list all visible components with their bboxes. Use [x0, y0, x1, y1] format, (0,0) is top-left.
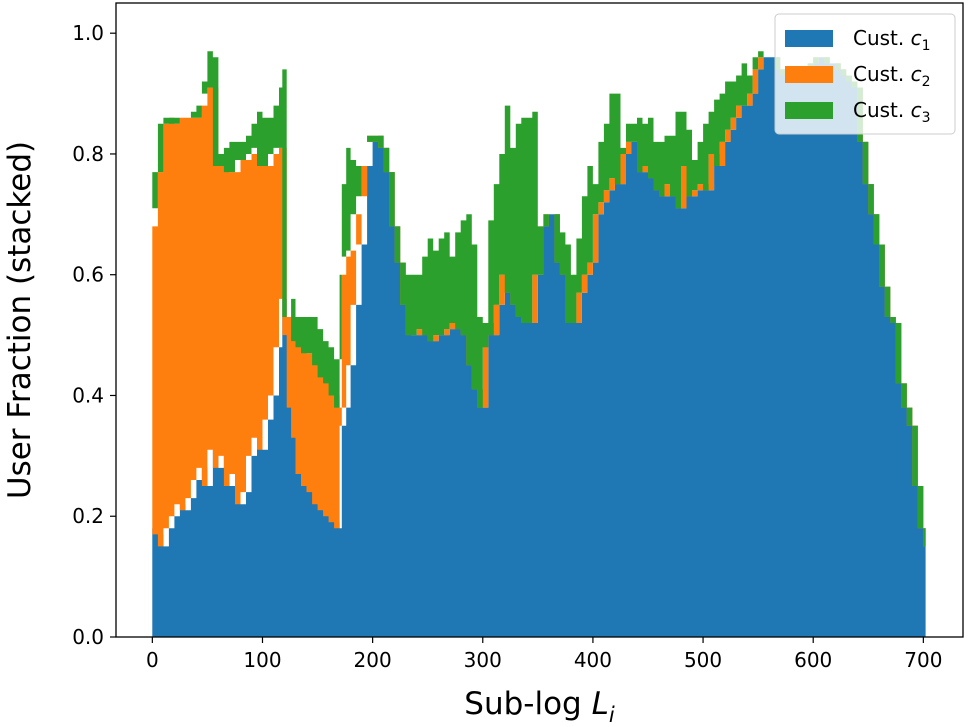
area-series-1 [152, 57, 926, 638]
y-axis-title: User Fraction (stacked) [2, 141, 38, 499]
y-tick-label: 0.6 [72, 263, 104, 287]
areas-layer [152, 51, 926, 638]
y-tick-label: 0.2 [72, 504, 104, 528]
x-tick-label: 0 [146, 648, 159, 672]
legend-label-var: c [911, 98, 922, 122]
x-axis-title-var: L [592, 686, 609, 722]
legend-label-base: Cust. [853, 62, 911, 86]
legend-label-sub: 2 [922, 74, 931, 90]
x-tick-label: 300 [464, 648, 502, 672]
x-tick-label: 400 [574, 648, 612, 672]
x-tick-label: 700 [904, 648, 942, 672]
legend-swatch-2 [785, 66, 833, 83]
legend-label-2: Cust. c2 [853, 62, 931, 90]
x-axis-title-sub: i [609, 703, 615, 722]
legend-swatch-3 [785, 102, 833, 119]
legend-label-1: Cust. c1 [853, 26, 931, 54]
x-axis: 0 100 200 300 400 500 600 700 [146, 637, 942, 672]
x-axis-title-base: Sub-log [464, 686, 591, 722]
x-tick-label: 100 [243, 648, 281, 672]
y-tick-label: 1.0 [72, 21, 104, 45]
y-tick-label: 0.0 [72, 625, 104, 649]
x-tick-label: 600 [794, 648, 832, 672]
y-axis: 0.0 0.2 0.4 0.6 0.8 1.0 [72, 21, 116, 649]
x-axis-title: Sub-log Li [464, 686, 615, 722]
legend-label-var: c [911, 26, 922, 50]
plot-frame [115, 2, 964, 638]
legend-label-3: Cust. c3 [853, 98, 931, 126]
legend-label-sub: 1 [922, 38, 931, 54]
legend-label-base: Cust. [853, 98, 911, 122]
x-tick-label: 200 [354, 648, 392, 672]
legend-label-base: Cust. [853, 26, 911, 50]
x-tick-label: 500 [684, 648, 722, 672]
legend-label-var: c [911, 62, 922, 86]
y-tick-label: 0.8 [72, 142, 104, 166]
legend-swatch-1 [785, 30, 833, 47]
legend-label-sub: 3 [922, 110, 931, 126]
y-tick-label: 0.4 [72, 383, 104, 407]
